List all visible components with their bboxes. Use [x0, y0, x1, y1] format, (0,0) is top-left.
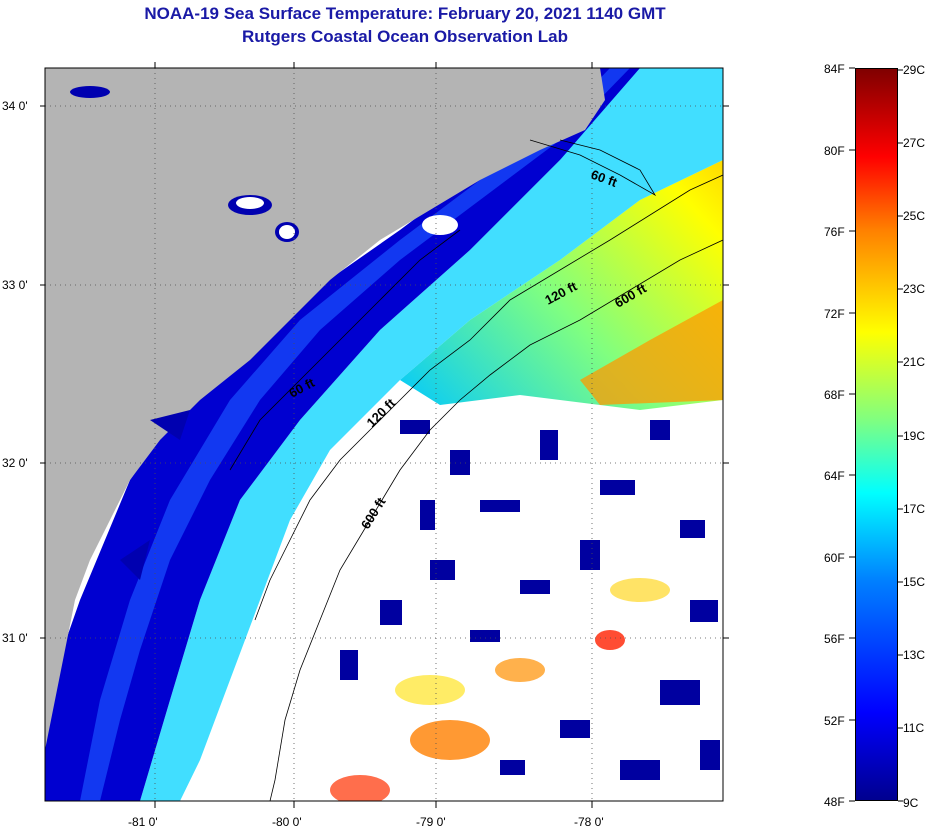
bathymetry-contours [229, 139, 723, 801]
lon-tick-label: -80 0' [272, 815, 302, 829]
colorbar-f-label: 80F [824, 144, 845, 158]
land [45, 68, 605, 750]
colorbar-c-label: 9C [903, 796, 919, 810]
map-title: NOAA-19 Sea Surface Temperature: Februar… [144, 4, 666, 23]
inland-water [70, 86, 458, 580]
colorbar-c-label: 21C [903, 355, 926, 369]
colorbar-f-label: 76F [824, 225, 845, 239]
colorbar-f-label: 56F [824, 632, 845, 646]
mid-shelf-water [140, 68, 723, 801]
colorbar-f-label: 72F [824, 307, 845, 321]
lat-tick-label: 31 0' [2, 631, 28, 645]
cold-speckles [340, 420, 720, 780]
map-subtitle: Rutgers Coastal Ocean Observation Lab [242, 27, 568, 46]
warm-patches [330, 578, 670, 801]
colorbar-f-label: 64F [824, 469, 845, 483]
lon-tick-label: -78 0' [574, 815, 604, 829]
lat-tick-label: 32 0' [2, 456, 28, 470]
lon-tick-label: -79 0' [416, 815, 446, 829]
colorbar-f-label: 48F [824, 795, 845, 809]
colorbar-c-label: 17C [903, 502, 926, 516]
lat-tick-label: 34 0' [2, 99, 28, 113]
offshore-water [400, 68, 723, 410]
colorbar-c-label: 27C [903, 136, 926, 150]
colorbar-f-label: 84F [824, 62, 845, 76]
graticule [45, 68, 723, 801]
colorbar-c-label: 19C [903, 429, 926, 443]
colorbar-c-label: 15C [903, 575, 926, 589]
map-frame [44, 67, 724, 802]
temperature-colorbar [855, 68, 898, 801]
colorbar-f-label: 68F [824, 388, 845, 402]
tick-marks [40, 62, 729, 808]
lon-tick-label: -81 0' [128, 815, 158, 829]
colorbar-c-label: 25C [903, 209, 926, 223]
colorbar-c-label: 11C [903, 721, 925, 735]
lat-tick-label: 33 0' [2, 278, 28, 292]
colorbar-f-label: 60F [824, 551, 845, 565]
colorbar-f-label: 52F [824, 714, 845, 728]
colorbar-c-label: 13C [903, 648, 926, 662]
coastal-water [45, 68, 640, 801]
colorbar-c-label: 29C [903, 63, 926, 77]
colorbar-c-label: 23C [903, 282, 926, 296]
